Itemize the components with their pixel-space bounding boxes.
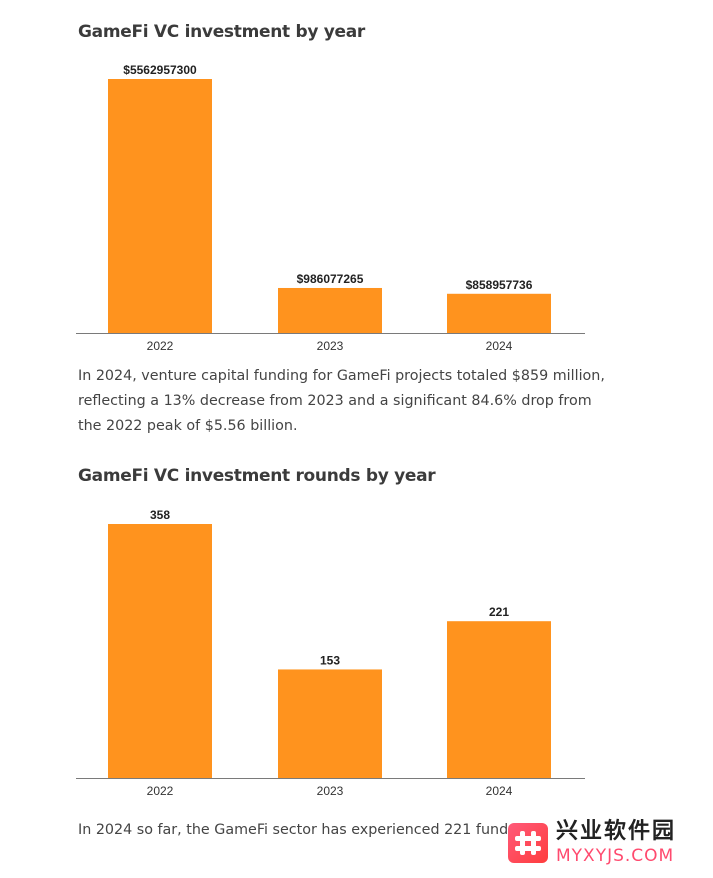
x-tick-label-2023: 2023 <box>317 784 344 798</box>
x-tick-label-2022: 2022 <box>147 339 174 353</box>
rounds-summary-text: In 2024 so far, the GameFi sector has ex… <box>78 822 508 838</box>
chart-title-investment: GameFi VC investment by year <box>78 22 365 42</box>
chart-title-rounds: GameFi VC investment rounds by year <box>78 466 436 486</box>
bar-2023 <box>278 669 382 778</box>
watermark-site-url: MYXYJS.COM <box>556 846 675 866</box>
x-tick-label-2023: 2023 <box>317 339 344 353</box>
chart-svg: 358 2022 153 2023 221 2024 <box>76 508 585 798</box>
bar-2024 <box>447 621 551 778</box>
data-label-2024: 221 <box>489 605 509 619</box>
x-tick-label-2024: 2024 <box>486 339 513 353</box>
bar-2023 <box>278 287 382 333</box>
x-tick-label-2022: 2022 <box>147 784 174 798</box>
site-watermark: 兴业软件园 MYXYJS.COM <box>508 814 708 872</box>
bar-2022 <box>108 79 212 333</box>
data-label-2022: $5562957300 <box>123 63 197 77</box>
data-label-2024: $858957736 <box>466 278 533 292</box>
investment-summary-text: In 2024, venture capital funding for Gam… <box>78 368 605 434</box>
rounds-bar-chart: 358 2022 153 2023 221 2024 <box>0 495 713 805</box>
chart-svg: $5562957300 2022 $986077265 2023 $858957736 2… <box>76 63 585 353</box>
investment-bar-chart: $5562957300 2022 $986077265 2023 $858957736 2… <box>0 50 713 360</box>
watermark-chinese-text: 兴业软件园 <box>556 819 677 844</box>
bar-2024 <box>447 293 551 333</box>
data-label-2022: 358 <box>150 508 170 522</box>
data-label-2023: $986077265 <box>297 272 364 286</box>
watermark-logo-icon <box>508 823 548 863</box>
data-label-2023: 153 <box>320 653 340 667</box>
bar-2022 <box>108 524 212 778</box>
x-tick-label-2024: 2024 <box>486 784 513 798</box>
